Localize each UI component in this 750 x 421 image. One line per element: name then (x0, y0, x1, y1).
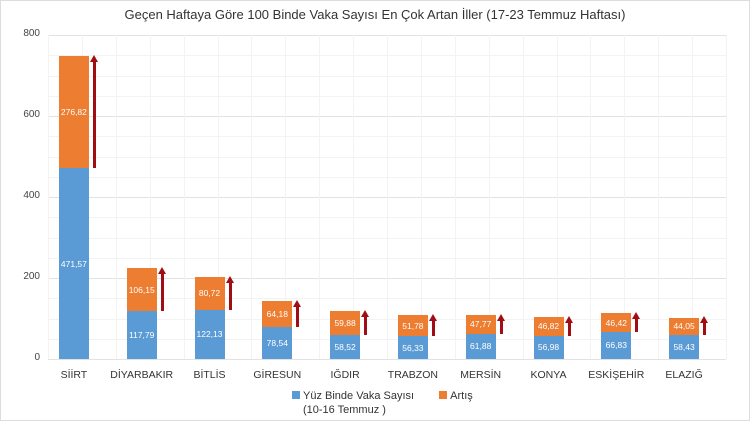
gridline-vertical (590, 35, 592, 359)
bar-segment-increase: 80,72 (194, 276, 225, 310)
y-tick-label: 200 (23, 271, 40, 282)
bar-stack: 61,88 47,77 (465, 314, 496, 359)
gridline-vertical (353, 35, 355, 359)
bar-segment-base: 56,33 (397, 336, 428, 359)
up-arrow-icon (225, 275, 234, 310)
bar-stack: 58,52 59,88 (330, 311, 361, 359)
bar-stack: 122,13 80,72 (194, 276, 225, 359)
bar-stack: 117,79 106,15 (126, 268, 157, 359)
x-tick-label: DİYARBAKIR (110, 369, 174, 381)
gridline-vertical (454, 35, 456, 359)
x-tick-label: SİİRT (60, 369, 88, 381)
legend-swatch-blue (292, 391, 300, 399)
gridline-vertical (387, 35, 388, 359)
bar-stack: 58,43 44,05 (669, 317, 700, 359)
bar-segment-increase: 44,05 (669, 317, 700, 336)
gridline-vertical (658, 35, 660, 359)
bar-segment-base: 61,88 (465, 333, 496, 359)
bar-segment-base: 66,83 (601, 331, 632, 359)
up-arrow-icon (700, 316, 709, 336)
gridline-vertical (149, 35, 151, 359)
up-arrow-icon (632, 312, 641, 332)
up-arrow-icon (564, 315, 573, 336)
bar-segment-increase: 106,15 (126, 268, 157, 312)
bar-segment-increase: 64,18 (262, 301, 293, 328)
bar-segment-increase: 46,42 (601, 313, 632, 332)
x-tick-label: BİTLİS (193, 369, 226, 381)
x-tick-label: ESKİŞEHİR (588, 369, 645, 381)
x-tick-label: KONYA (530, 369, 567, 381)
x-tick-label: IĞDIR (330, 369, 360, 381)
bar-segment-base: 56,98 (533, 335, 564, 359)
gridline-vertical (556, 35, 558, 359)
bar-segment-increase: 276,82 (58, 55, 89, 169)
up-arrow-icon (361, 309, 370, 336)
legend-item-base: Yüz Binde Vaka Sayısı (10-16 Temmuz ) (292, 389, 414, 417)
gridline-vertical (285, 35, 287, 359)
legend-item-increase: Artış (439, 389, 473, 403)
legend-label-base: Yüz Binde Vaka Sayısı (303, 390, 415, 402)
gridline-vertical (726, 35, 727, 359)
gridline (48, 359, 726, 360)
gridline-vertical (251, 35, 253, 359)
x-tick-label: GİRESUN (253, 369, 302, 381)
chart-title: Geçen Haftaya Göre 100 Binde Vaka Sayısı… (124, 7, 626, 22)
legend-label-base-period: (10-16 Temmuz ) (303, 404, 386, 416)
bar-stack: 56,33 51,78 (397, 315, 428, 359)
up-arrow-icon (293, 300, 302, 328)
legend-swatch-orange (439, 391, 448, 399)
plot-area: 471,57 276,82 117,79 106,15 122,13 80,72 78,54… (48, 35, 727, 360)
bar-segment-increase: 46,82 (533, 316, 564, 336)
legend-label-increase: Artış (450, 390, 473, 402)
gridline-vertical (522, 35, 524, 359)
bar-segment-increase: 47,77 (465, 314, 496, 334)
up-arrow-icon (428, 314, 437, 337)
gridline-vertical (115, 35, 117, 359)
bar-segment-base: 58,52 (330, 335, 361, 359)
y-tick-label: 400 (23, 190, 40, 201)
bar-stack: 56,98 46,82 (533, 316, 564, 359)
gridline-vertical (183, 35, 185, 359)
y-tick-label: 800 (23, 28, 40, 39)
gridline-vertical (420, 35, 422, 359)
gridline-vertical (624, 35, 626, 359)
gridline-vertical (319, 35, 321, 359)
y-tick-label: 600 (23, 109, 40, 120)
y-tick-label: 0 (34, 352, 40, 363)
bar-stack: 78,54 64,18 (262, 301, 293, 359)
x-tick-label: ELAZIĞ (665, 369, 703, 381)
bar-segment-base: 122,13 (194, 309, 225, 359)
x-tick-label: TRABZON (387, 369, 438, 381)
bar-segment-base: 78,54 (262, 327, 293, 359)
bar-segment-base: 58,43 (669, 335, 700, 359)
bar-stack: 66,83 46,42 (601, 313, 632, 359)
gridline-vertical (217, 35, 219, 359)
bar-segment-increase: 59,88 (330, 311, 361, 336)
bar-segment-base: 471,57 (58, 168, 89, 359)
gridline-vertical (48, 35, 49, 359)
bar-segment-base: 117,79 (126, 311, 157, 359)
up-arrow-icon (157, 267, 166, 312)
up-arrow-icon (496, 313, 505, 334)
legend: Yüz Binde Vaka Sayısı (10-16 Temmuz ) Ar… (292, 389, 473, 417)
gridline-vertical (692, 35, 694, 359)
bar-segment-increase: 51,78 (397, 315, 428, 337)
x-tick-label: MERSİN (460, 369, 502, 381)
gridline-vertical (488, 35, 490, 359)
bar-stack: 471,57 276,82 (58, 55, 89, 359)
up-arrow-icon (89, 54, 98, 168)
